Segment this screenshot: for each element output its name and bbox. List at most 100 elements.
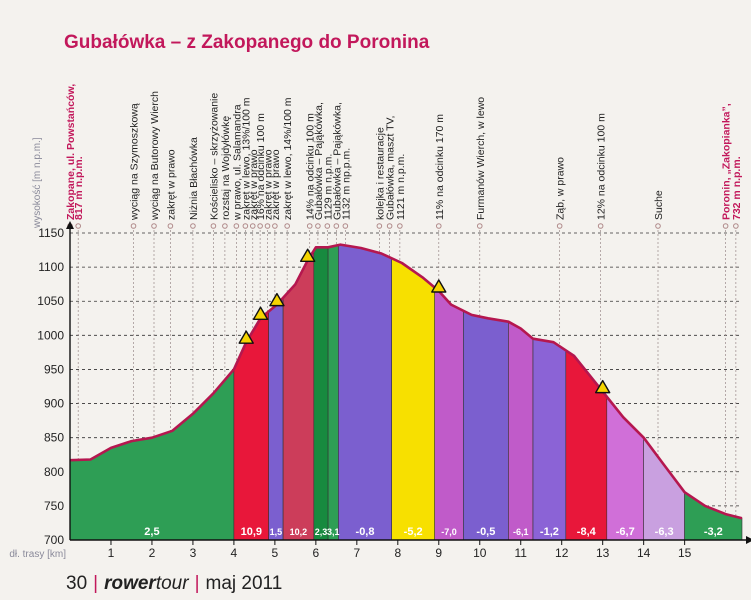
- grade-segment: [268, 297, 284, 541]
- warning-triangle-icon: [431, 279, 447, 293]
- grade-value-label: -5,2: [404, 526, 423, 538]
- warning-triangle-icon: [299, 248, 316, 262]
- waypoint-label: Gubałówka, maszt TV,: [385, 116, 397, 220]
- grade-value-label: 3,1: [327, 527, 340, 537]
- y-tick-label: 850: [44, 431, 64, 445]
- waypoint-pin: [397, 223, 403, 229]
- x-tick-label: 6: [313, 546, 320, 560]
- y-tick-label: 800: [44, 465, 64, 479]
- y-tick-label: 1100: [38, 260, 64, 274]
- profile-line-path: [69, 243, 743, 520]
- waypoint-label: zakręt w prawo: [165, 149, 177, 220]
- x-axis-arrow-icon: [746, 536, 751, 544]
- x-tick-label: 7: [353, 546, 360, 560]
- grade-segments: [69, 244, 743, 541]
- waypoint-label: 1129 m n.p.m.: [322, 154, 334, 220]
- waypoint-pin: [190, 223, 196, 229]
- y-tick-label: 1050: [37, 294, 64, 308]
- grade-value-label: -8,4: [577, 526, 597, 538]
- climb-markers: [238, 248, 611, 394]
- footer-separator: |: [194, 573, 200, 594]
- x-tick-label: 15: [678, 546, 692, 560]
- grade-segment: [338, 244, 393, 541]
- waypoint-pin: [733, 223, 739, 229]
- warning-triangle-icon: [269, 292, 285, 307]
- grade-segment: [434, 286, 464, 541]
- waypoint-pin: [597, 223, 604, 229]
- grade-value-label: -0,8: [356, 526, 375, 538]
- waypoint-pin: [233, 223, 240, 229]
- y-axis-label: wysokość [m n.p.m.]: [32, 137, 43, 229]
- warning-triangle-icon: [238, 330, 254, 344]
- waypoint-label: zakręt w prawo: [270, 149, 282, 220]
- grade-value-label: -1,2: [540, 526, 559, 538]
- waypoint-label: w prawo, ul. Salamandra: [231, 104, 243, 221]
- waypoint-pin: [257, 223, 263, 229]
- y-tick-label: 1150: [38, 226, 64, 240]
- waypoint-pin: [324, 223, 331, 229]
- waypoint-label: zakręt w lewo, 14%/100 m: [282, 97, 294, 220]
- profile-line: [69, 243, 743, 520]
- y-tick-label: 1000: [37, 328, 64, 342]
- elevation-profile-chart: wysokość [m n.p.m.] 700 750 800 850 900 950 10…: [9, 84, 751, 560]
- warning-triangle-icon: [252, 306, 269, 320]
- waypoint-label: 14% na odcinku 100 m: [305, 113, 317, 220]
- y-axis-arrow-icon: [66, 221, 74, 229]
- waypoint-pin: [272, 223, 278, 229]
- grade-segment: [69, 368, 235, 541]
- grade-segment: [643, 436, 685, 541]
- waypoint-label: 16% na odcinku 100 m: [255, 113, 267, 220]
- grade-segment: [327, 244, 339, 541]
- waypoint-label: Kościelisko – skrzyżowanie: [208, 93, 220, 220]
- waypoint-label: Gubałówka – Pająkówka,: [313, 102, 325, 220]
- grade-segment: [313, 247, 329, 541]
- x-tick-label: 10: [473, 546, 487, 560]
- grade-value-label: -6,3: [655, 526, 674, 538]
- waypoint-label: zakręt w lewo, 13%/100 m: [240, 97, 252, 220]
- grade-value-label: 10,2: [290, 527, 308, 537]
- waypoint-label: 1121 m n.p.m.: [395, 154, 407, 220]
- grade-value-label: 1,5: [270, 527, 283, 537]
- waypoint-label: 732 m n.p.m.: [731, 156, 743, 220]
- x-axis-label: dł. trasy [km]: [9, 549, 66, 560]
- y-tick-label: 900: [44, 397, 64, 411]
- grade-segment: [391, 257, 436, 541]
- warning-triangle-icon: [594, 379, 611, 394]
- x-tick-label: 2: [149, 546, 156, 560]
- footer-page-number: 30: [66, 573, 88, 594]
- waypoint-label: Suche: [653, 190, 665, 220]
- waypoint-label: zakręt w prawo: [248, 149, 260, 220]
- waypoint-pin: [333, 223, 340, 229]
- waypoint-label: kolejka i restauracje: [374, 127, 386, 220]
- grade-segment: [532, 338, 567, 541]
- x-tick-label: 13: [596, 546, 610, 560]
- waypoint-pin: [264, 223, 271, 229]
- x-tick-label: 1: [108, 546, 115, 560]
- y-tick-label: 750: [44, 499, 64, 513]
- waypoint-labels: Zakopane, ul. Powstańców,817 m n.p.m. wyc…: [65, 84, 743, 540]
- waypoint-label: zakręt w prawo: [263, 149, 275, 220]
- waypoint-pin: [130, 223, 137, 229]
- footer-separator: |: [93, 573, 99, 594]
- waypoint-pin: [376, 223, 383, 229]
- waypoint-pin: [306, 223, 313, 229]
- grade-segment: [463, 310, 509, 541]
- grade-value-label: 2,5: [144, 526, 159, 538]
- page-footer: 30 | rowertour | maj 2011: [66, 573, 282, 595]
- waypoint-pin: [386, 223, 393, 229]
- grade-value-label: -6,7: [616, 526, 635, 538]
- waypoint-label: Zakopane, ul. Powstańców,: [65, 84, 77, 220]
- x-tick-label: 9: [435, 546, 442, 560]
- waypoint-label: 1132 m np.p.m.: [340, 148, 352, 220]
- waypoint-label: Ząb, w prawo: [555, 157, 567, 220]
- waypoint-pin: [210, 223, 217, 229]
- waypoint-pin: [342, 223, 349, 229]
- waypoint-pin: [722, 223, 729, 229]
- waypoint-pin: [476, 223, 483, 229]
- grade-value-label: 10,9: [241, 526, 262, 538]
- grade-value-label: -6,1: [513, 527, 529, 537]
- waypoint-pin: [249, 223, 256, 229]
- grade-value-label: 2,3: [315, 527, 328, 537]
- x-tick-label: 11: [514, 546, 527, 560]
